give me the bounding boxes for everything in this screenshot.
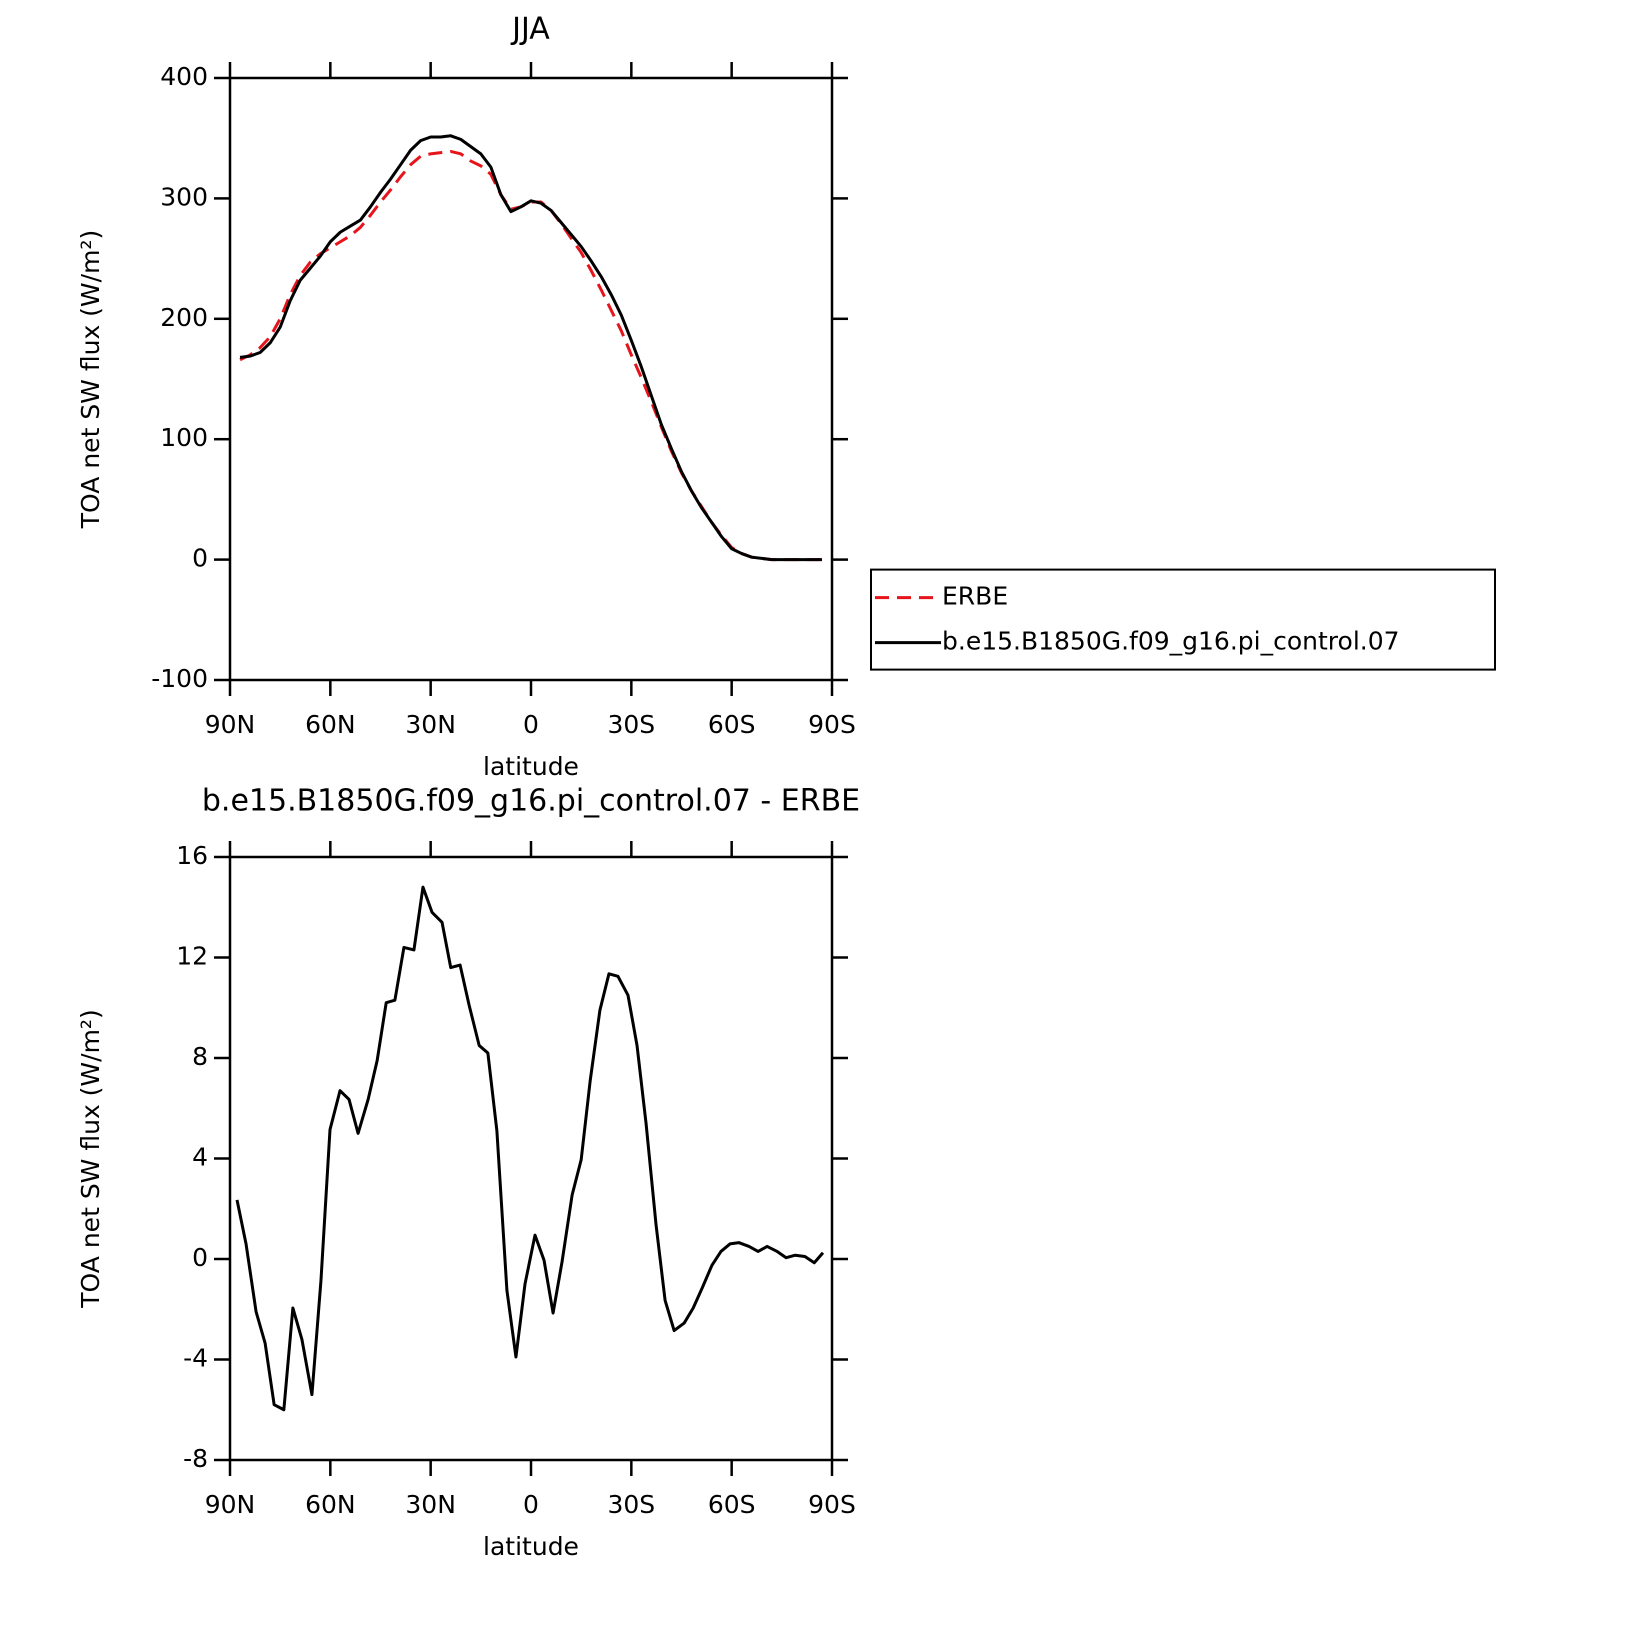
y-tick-label: -100 — [151, 664, 208, 693]
y-axis-label: TOA net SW flux (W/m²) — [76, 1009, 105, 1308]
y-tick-label: 100 — [160, 423, 208, 452]
x-tick-label: 30N — [405, 1490, 456, 1519]
x-tick-label: 30S — [607, 1490, 655, 1519]
chart-title: b.e15.B1850G.f09_g16.pi_control.07 - ERB… — [202, 784, 860, 819]
y-tick-label: 8 — [192, 1042, 208, 1071]
y-tick-label: 200 — [160, 303, 208, 332]
data-line — [239, 149, 822, 562]
y-tick-label: -4 — [183, 1344, 208, 1373]
x-tick-label: 60N — [305, 710, 356, 739]
y-tick-label: 0 — [192, 544, 208, 573]
y-tick-label: 400 — [160, 62, 208, 91]
legend-box — [870, 568, 1496, 671]
x-tick-label: 60N — [305, 1490, 356, 1519]
x-tick-label: 90N — [205, 1490, 256, 1519]
chart-title: JJA — [510, 12, 550, 47]
plot-frame — [228, 855, 834, 1462]
data-line — [235, 885, 825, 1412]
x-tick-label: 30N — [405, 710, 456, 739]
x-tick-label: 60S — [708, 1490, 756, 1519]
y-tick-label: 0 — [192, 1243, 208, 1272]
x-tick-label: 0 — [523, 1490, 539, 1519]
legend-label: ERBE — [942, 582, 1008, 611]
y-tick-label: 300 — [160, 182, 208, 211]
x-tick-label: 60S — [708, 710, 756, 739]
x-tick-label: 30S — [607, 710, 655, 739]
data-line — [239, 134, 822, 562]
x-axis-label: latitude — [483, 752, 579, 781]
y-tick-label: 4 — [192, 1143, 208, 1172]
y-tick-label: 12 — [176, 942, 208, 971]
plot-frame — [228, 76, 834, 682]
x-axis-label: latitude — [483, 1532, 579, 1561]
y-tick-label: -8 — [183, 1444, 208, 1473]
x-tick-label: 90N — [205, 710, 256, 739]
x-tick-label: 0 — [523, 710, 539, 739]
y-tick-label: 16 — [176, 841, 208, 870]
legend-label: b.e15.B1850G.f09_g16.pi_control.07 — [942, 627, 1400, 656]
y-axis-label: TOA net SW flux (W/m²) — [76, 230, 105, 529]
x-tick-label: 90S — [808, 1490, 856, 1519]
x-tick-label: 90S — [808, 710, 856, 739]
